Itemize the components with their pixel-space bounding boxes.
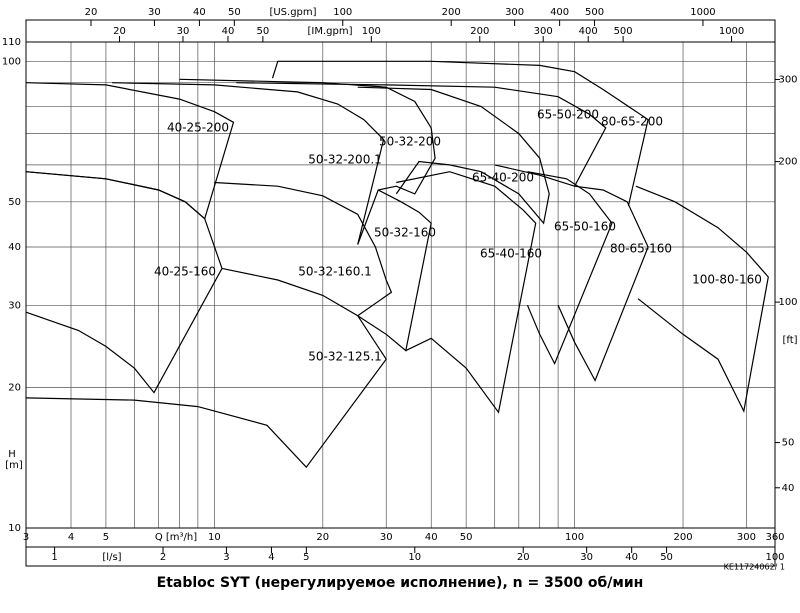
secondary-tick-label: 500 bbox=[614, 26, 633, 37]
pump-curve bbox=[25, 171, 223, 394]
curve-label: 65-40-160 bbox=[480, 247, 542, 261]
secondary-tick-label: 50 bbox=[660, 552, 673, 563]
secondary-tick-label: 30 bbox=[177, 26, 190, 37]
secondary-tick-label: 1 bbox=[51, 552, 57, 563]
y-tick-label: 30 bbox=[8, 300, 21, 311]
secondary-tick-label: 200 bbox=[778, 157, 797, 168]
pump-curve bbox=[25, 82, 235, 220]
secondary-axis-label: [l/s] bbox=[102, 552, 121, 563]
pump-curve bbox=[25, 267, 387, 469]
curve-label: 65-50-160 bbox=[554, 220, 616, 234]
secondary-tick-label: 400 bbox=[579, 26, 598, 37]
pump-curve bbox=[214, 181, 393, 317]
secondary-tick-label: 1000 bbox=[690, 7, 715, 18]
curve-label: 100-80-160 bbox=[692, 273, 762, 287]
x-tick-label: 100 bbox=[565, 532, 584, 543]
x-tick-label: 30 bbox=[380, 532, 393, 543]
secondary-tick-label: 200 bbox=[442, 7, 461, 18]
x-tick-label: 200 bbox=[673, 532, 692, 543]
pump-curve bbox=[357, 86, 550, 225]
curve-label: 65-40-200 bbox=[472, 171, 534, 185]
pump-curve bbox=[557, 185, 649, 382]
secondary-tick-label: 3 bbox=[223, 552, 229, 563]
secondary-tick-label: 100 bbox=[333, 7, 352, 18]
chart-title: Etabloc SYT (нерегулируемое исполнение),… bbox=[157, 575, 644, 591]
secondary-tick-label: 10 bbox=[408, 552, 421, 563]
curve-label: 80-65-200 bbox=[601, 115, 663, 129]
x-tick-label: 3 bbox=[23, 532, 29, 543]
secondary-tick-label: 400 bbox=[550, 7, 569, 18]
curve-label: 40-25-160 bbox=[154, 265, 216, 279]
x-tick-label: 40 bbox=[425, 532, 438, 543]
secondary-tick-label: 300 bbox=[505, 7, 524, 18]
secondary-tick-label: 20 bbox=[113, 26, 126, 37]
secondary-tick-label: 100 bbox=[778, 297, 797, 308]
secondary-tick-label: 5 bbox=[303, 552, 309, 563]
y-tick-label: 110 bbox=[2, 37, 21, 48]
x-tick-label: 300 bbox=[737, 532, 756, 543]
pump-curve bbox=[271, 60, 649, 207]
y-axis-label: H bbox=[8, 449, 16, 460]
curve-label: 40-25-200 bbox=[167, 121, 229, 135]
secondary-tick-label: 300 bbox=[778, 74, 797, 85]
curve-label: 65-50-200 bbox=[537, 108, 599, 122]
x-tick-label: 50 bbox=[460, 532, 473, 543]
secondary-tick-label: 300 bbox=[534, 26, 553, 37]
curve-label: 50-32-200 bbox=[379, 135, 441, 149]
y-tick-label: 20 bbox=[8, 383, 21, 394]
secondary-tick-label: 50 bbox=[228, 7, 241, 18]
pump-curve bbox=[112, 82, 385, 245]
curve-label: 50-32-160.1 bbox=[298, 265, 372, 279]
curve-label: 80-65-160 bbox=[610, 242, 672, 256]
pump-curve bbox=[236, 82, 607, 187]
x-axis-label: Q [m³/h] bbox=[155, 532, 197, 543]
y-tick-label: 40 bbox=[8, 242, 21, 253]
secondary-tick-label: 30 bbox=[580, 552, 593, 563]
y-tick-label: 10 bbox=[8, 523, 21, 534]
secondary-tick-label: 30 bbox=[148, 7, 161, 18]
pump-curve bbox=[396, 171, 537, 414]
secondary-tick-label: 100 bbox=[362, 26, 381, 37]
secondary-axis-label: [IM.gpm] bbox=[308, 26, 353, 37]
secondary-tick-label: 500 bbox=[585, 7, 604, 18]
secondary-axis-label: [ft] bbox=[782, 335, 797, 346]
x-tick-label: 4 bbox=[68, 532, 74, 543]
secondary-tick-label: 40 bbox=[222, 26, 235, 37]
secondary-tick-label: 50 bbox=[782, 438, 795, 449]
secondary-axis-label: [US.gpm] bbox=[269, 7, 316, 18]
doc-code: KE11724062/ 1 bbox=[724, 563, 785, 572]
pump-curve bbox=[357, 189, 432, 352]
x-tick-label: 20 bbox=[316, 532, 329, 543]
curve-label: 50-32-200.1 bbox=[308, 153, 382, 167]
pump-curve bbox=[526, 171, 613, 366]
curve-label: 50-32-125.1 bbox=[308, 350, 382, 364]
secondary-tick-label: 20 bbox=[517, 552, 530, 563]
x-tick-label: 360 bbox=[765, 532, 784, 543]
outer-frame bbox=[25, 19, 776, 567]
secondary-tick-label: 1000 bbox=[719, 26, 744, 37]
secondary-tick-label: 40 bbox=[782, 483, 795, 494]
secondary-tick-label: 40 bbox=[193, 7, 206, 18]
curve-label: 50-32-160 bbox=[374, 226, 436, 240]
x-tick-label: 10 bbox=[208, 532, 221, 543]
y-tick-label: 100 bbox=[2, 56, 21, 67]
secondary-tick-label: 2 bbox=[160, 552, 166, 563]
secondary-tick-label: 100 bbox=[765, 552, 784, 563]
secondary-tick-label: 40 bbox=[625, 552, 638, 563]
plot-frame bbox=[25, 41, 776, 529]
y-tick-label: 50 bbox=[8, 197, 21, 208]
pump-curve bbox=[635, 185, 769, 413]
y-axis-unit: [m] bbox=[5, 460, 23, 471]
secondary-tick-label: 50 bbox=[257, 26, 270, 37]
secondary-tick-label: 4 bbox=[268, 552, 274, 563]
x-tick-label: 5 bbox=[103, 532, 109, 543]
secondary-tick-label: 20 bbox=[85, 7, 98, 18]
secondary-tick-label: 200 bbox=[470, 26, 489, 37]
